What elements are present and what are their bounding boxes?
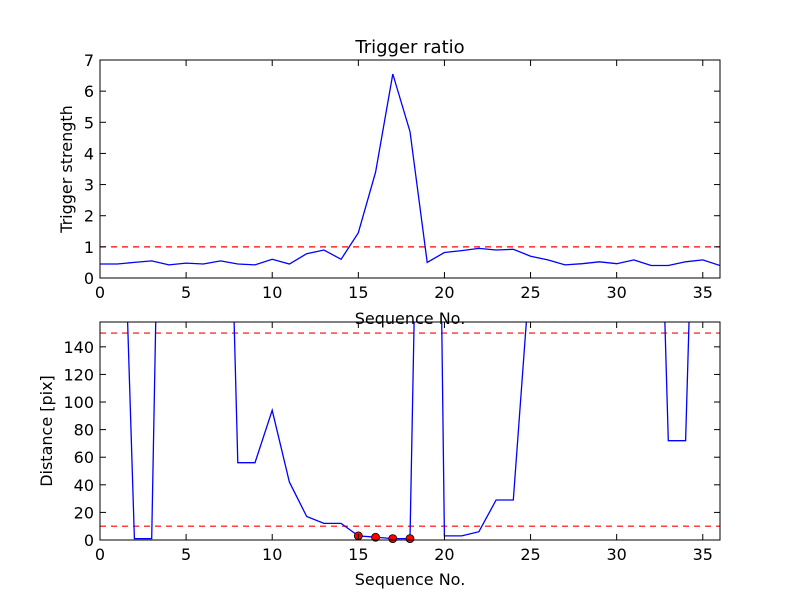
x-tick-label: 35 (693, 545, 713, 564)
y-tick-label: 4 (84, 144, 94, 163)
trigger-ratio-panel: Trigger ratio 0 5 10 15 20 25 30 35 0 1 2 3 4 5 6 7 Se… (57, 37, 721, 328)
y-tick-label: 6 (84, 82, 94, 101)
data-point (388, 534, 398, 544)
x-tick-label: 10 (262, 283, 282, 302)
x-axis-label: Sequence No. (355, 309, 466, 328)
x-tick-label: 0 (95, 545, 105, 564)
y-tick-label: 60 (74, 448, 94, 467)
x-ticks: 0 5 10 15 20 25 30 35 (95, 322, 713, 564)
x-tick-label: 5 (181, 545, 191, 564)
x-tick-label: 20 (434, 283, 454, 302)
data-point (371, 532, 380, 542)
data-point (405, 534, 415, 544)
y-ticks: 0 20 40 60 80 100 120 140 (63, 338, 720, 550)
chart-title: Trigger ratio (354, 37, 464, 58)
y-tick-label: 5 (84, 113, 94, 132)
series-lines (126, 322, 690, 540)
y-tick-label: 1 (84, 238, 94, 257)
y-tick-label: 2 (84, 207, 94, 226)
x-tick-label: 25 (520, 283, 540, 302)
x-tick-label: 25 (520, 545, 540, 564)
marker-points (353, 531, 415, 544)
y-tick-label: 40 (74, 476, 94, 495)
y-axis-label: Trigger strength (57, 105, 76, 234)
y-tick-label: 80 (74, 421, 94, 440)
y-tick-label: 7 (84, 51, 94, 70)
y-tick-label: 20 (74, 503, 94, 522)
x-tick-label: 0 (95, 283, 105, 302)
series-line (100, 73, 720, 267)
y-tick-label: 120 (63, 365, 94, 384)
x-tick-label: 20 (434, 545, 454, 564)
series-lines (100, 73, 720, 267)
x-axis-label: Sequence No. (355, 570, 466, 589)
x-tick-label: 15 (348, 545, 368, 564)
y-tick-label: 3 (84, 176, 94, 195)
y-tick-label: 0 (84, 531, 94, 550)
x-tick-label: 30 (606, 545, 626, 564)
y-tick-label: 140 (63, 338, 94, 357)
x-tick-label: 10 (262, 545, 282, 564)
y-tick-label: 0 (84, 269, 94, 288)
x-ticks: 0 5 10 15 20 25 30 35 (95, 60, 713, 302)
y-ticks: 0 1 2 3 4 5 6 7 (84, 51, 720, 288)
x-tick-label: 35 (693, 283, 713, 302)
x-tick-label: 30 (606, 283, 626, 302)
distance-panel: 0 5 10 15 20 25 30 35 0 20 40 60 80 100 120 140 Sequen… (37, 321, 721, 589)
series-line (126, 322, 690, 540)
y-tick-label: 100 (63, 393, 94, 412)
plot-frame (99, 321, 721, 541)
y-axis-label: Distance [pix] (37, 375, 56, 487)
x-tick-label: 15 (348, 283, 368, 302)
x-tick-label: 5 (181, 283, 191, 302)
plot-frame (99, 59, 721, 279)
